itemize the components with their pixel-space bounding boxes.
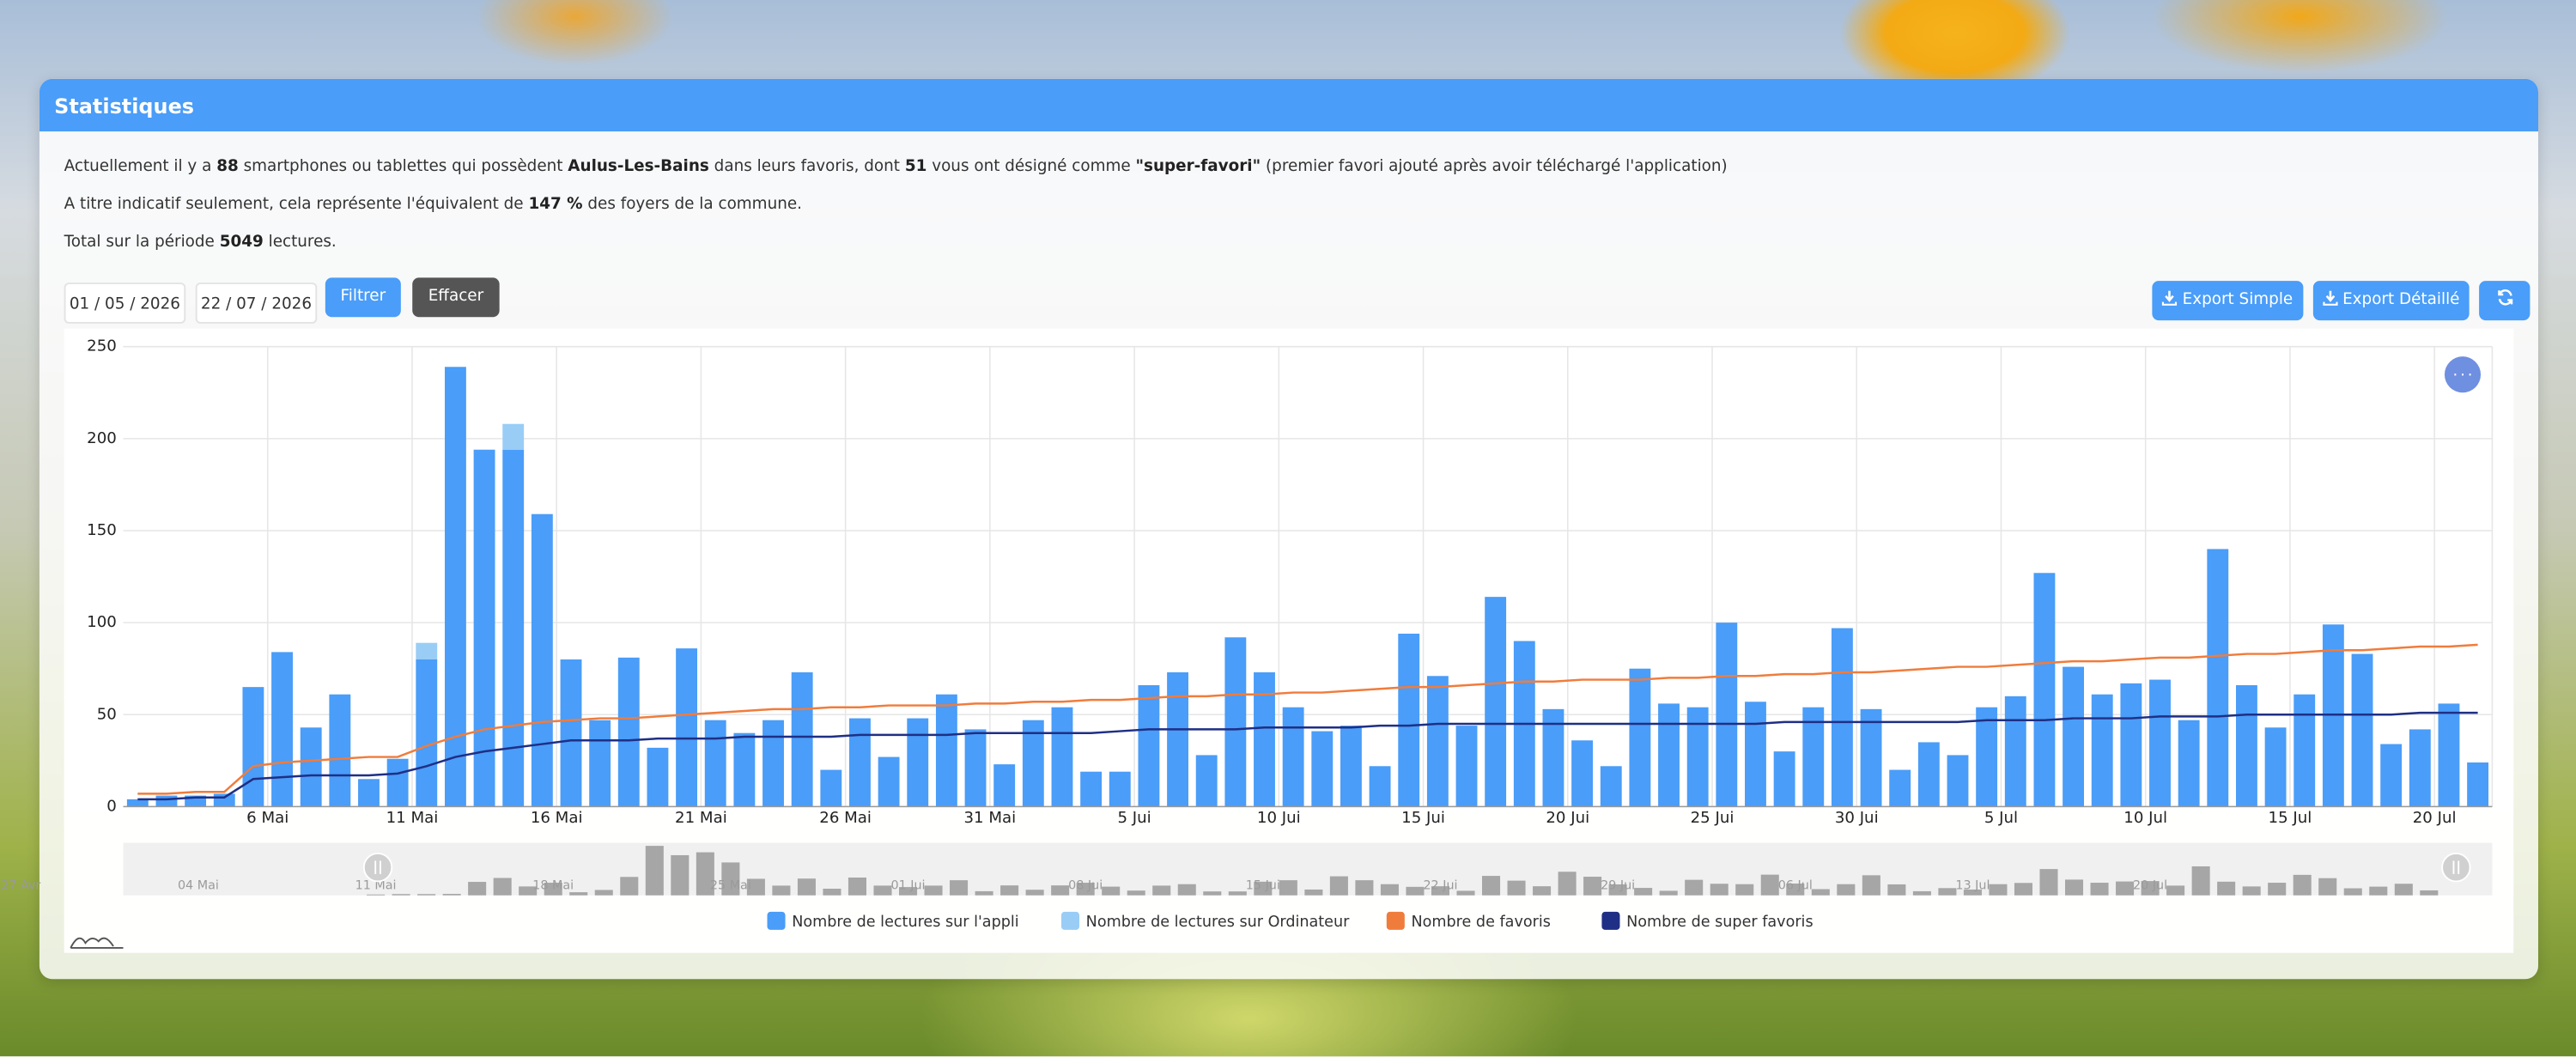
button-label: Export Simple (2182, 290, 2293, 309)
export-simple-button[interactable]: Export Simple (2152, 281, 2304, 321)
slider-label: 27 Avr (1, 878, 40, 892)
text: vous ont désigné comme (927, 157, 1136, 176)
legend-label: Nombre de favoris (1411, 913, 1551, 932)
info-line: Total sur la période 5049 lectures. (64, 234, 337, 252)
text-bold: "super-favori" (1135, 157, 1261, 176)
legend-item[interactable]: Nombre de lectures sur l'appli (767, 911, 1019, 933)
text: Actuellement il y a (64, 157, 217, 176)
text: Total sur la période (64, 233, 220, 252)
legend-item[interactable]: Nombre de favoris (1386, 911, 1551, 933)
filter-button[interactable]: Filtrer (325, 277, 401, 318)
legend-swatch (1601, 911, 1620, 930)
download-icon (2162, 290, 2178, 307)
panel-title: Statistiques (39, 78, 2539, 132)
chart-area (64, 328, 2514, 953)
text: A titre indicatif seulement, cela représ… (64, 195, 529, 214)
text: dans leurs favoris, dont (708, 157, 905, 176)
refresh-icon (2497, 289, 2512, 306)
download-icon (2322, 290, 2338, 307)
text: des foyers de la commune. (582, 195, 802, 214)
legend-label: Nombre de lectures sur Ordinateur (1085, 913, 1350, 932)
legend-swatch (1060, 911, 1080, 930)
legend-item[interactable]: Nombre de super favoris (1601, 911, 1814, 933)
text-bold: 51 (904, 157, 927, 176)
text: smartphones ou tablettes qui possèdent (238, 157, 568, 176)
info-line: Actuellement il y a 88 smartphones ou ta… (64, 158, 1728, 176)
legend-swatch (1386, 911, 1405, 930)
text: (premier favori ajouté après avoir téléc… (1261, 157, 1728, 176)
start-date[interactable]: 01 / 05 / 2026 (64, 282, 186, 324)
clear-button[interactable]: Effacer (412, 277, 500, 318)
refresh-button[interactable] (2479, 281, 2530, 321)
button-label: Export Détaillé (2342, 290, 2460, 309)
text-bold: 88 (216, 157, 239, 176)
legend-item[interactable]: Nombre de lectures sur Ordinateur (1060, 911, 1350, 933)
text-bold: 147 % (528, 195, 583, 214)
legend-swatch (767, 911, 786, 930)
text-bold: Aulus-Les-Bains (568, 157, 709, 176)
info-line: A titre indicatif seulement, cela représ… (64, 196, 802, 214)
text: lectures. (263, 233, 337, 252)
text-bold: 5049 (219, 233, 264, 252)
legend-label: Nombre de super favoris (1626, 913, 1814, 932)
legend-label: Nombre de lectures sur l'appli (792, 913, 1019, 932)
export-detailed-button[interactable]: Export Détaillé (2312, 281, 2470, 321)
end-date[interactable]: 22 / 07 / 2026 (195, 282, 318, 324)
